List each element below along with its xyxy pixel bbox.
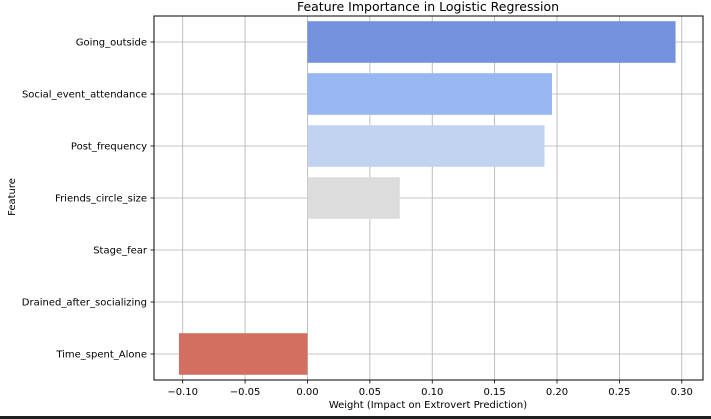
x-tick-label: 0.00 — [296, 387, 318, 398]
y-tick-label: Social_event_attendance — [22, 90, 147, 101]
y-tick-label: Stage_fear — [93, 246, 148, 257]
x-tick-label: 0.10 — [421, 387, 443, 398]
x-tick-label: −0.05 — [230, 387, 261, 398]
x-tick-label: −0.10 — [167, 387, 198, 398]
bar — [307, 21, 676, 63]
y-tick-label: Post_frequency — [71, 142, 147, 153]
x-tick-label: 0.15 — [483, 387, 505, 398]
bar — [307, 177, 400, 219]
chart-title: Feature Importance in Logistic Regressio… — [297, 0, 559, 14]
bottom-rule — [0, 416, 711, 419]
x-tick-label: 0.30 — [671, 387, 693, 398]
bar — [307, 125, 545, 167]
x-tick-label: 0.25 — [608, 387, 630, 398]
grid — [154, 16, 703, 380]
bars — [178, 21, 676, 375]
x-axis-label: Weight (Impact on Extrovert Prediction) — [329, 400, 527, 411]
y-tick-label: Going_outside — [76, 38, 147, 49]
bar — [178, 333, 308, 375]
y-tick-label: Drained_after_socializing — [22, 298, 147, 309]
axes: −0.10 −0.05 0.00 0.05 0.10 0.15 0.20 0.25 0.30 Go… — [22, 38, 693, 399]
y-axis-label: Feature — [7, 178, 18, 216]
y-tick-label: Time_spent_Alone — [55, 350, 147, 361]
x-tick-label: 0.20 — [546, 387, 568, 398]
y-tick-label: Friends_circle_size — [55, 194, 147, 205]
bar — [307, 73, 553, 115]
x-tick-label: 0.05 — [359, 387, 381, 398]
